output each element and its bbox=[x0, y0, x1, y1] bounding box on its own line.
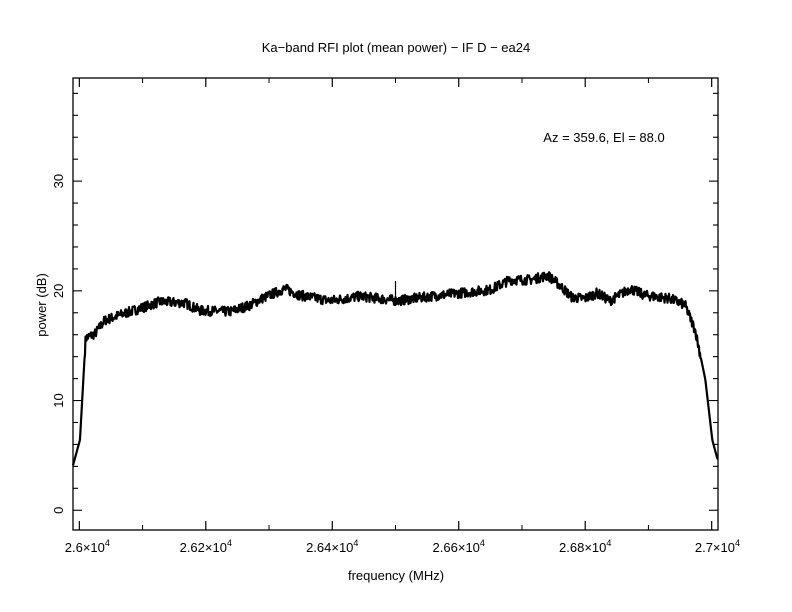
chart-title: Ka−band RFI plot (mean power) − IF D − e… bbox=[262, 40, 530, 55]
x-axis-label: frequency (MHz) bbox=[348, 568, 444, 583]
power-series-line bbox=[71, 271, 719, 466]
series-group bbox=[71, 271, 719, 466]
y-tick-label: 0 bbox=[51, 507, 66, 514]
y-tick-label: 10 bbox=[51, 393, 66, 407]
axis-ticks: 2.6×104 2.62×104 2.64×104 2.66×104 2.68×104 2… bbox=[51, 78, 740, 555]
x-tick-label: 2.68×104 bbox=[559, 538, 611, 555]
x-tick-label: 2.62×104 bbox=[180, 538, 232, 555]
x-tick-label: 2.6×104 bbox=[65, 538, 110, 555]
x-tick-label: 2.66×104 bbox=[433, 538, 485, 555]
x-tick-label: 2.7×104 bbox=[695, 538, 740, 555]
plot-frame bbox=[72, 77, 719, 531]
x-tick-label: 2.64×104 bbox=[306, 538, 358, 555]
y-axis-label: power (dB) bbox=[34, 273, 49, 337]
y-tick-label: 30 bbox=[51, 174, 66, 188]
y-tick-label: 20 bbox=[51, 284, 66, 298]
az-el-annotation: Az = 359.6, El = 88.0 bbox=[543, 130, 664, 145]
